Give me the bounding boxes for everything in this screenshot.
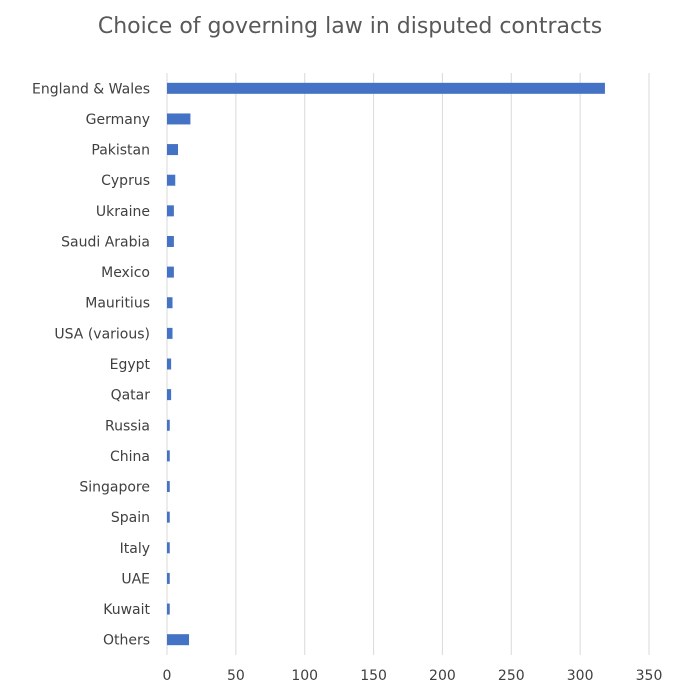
- category-labels: England & Wales Germany Pakistan Cyprus Ukra…: [32, 81, 150, 648]
- bar: [167, 144, 179, 156]
- bar: [167, 235, 174, 247]
- bar: [167, 572, 170, 584]
- bars: [167, 82, 605, 646]
- category-label: Others: [103, 633, 150, 649]
- gridlines: [166, 73, 650, 655]
- category-label: Germany: [86, 112, 150, 128]
- bar: [167, 542, 170, 554]
- x-tick-label: 200: [429, 668, 456, 684]
- category-label: Singapore: [79, 480, 150, 496]
- x-tick-label: 350: [636, 668, 663, 684]
- bar: [167, 266, 174, 278]
- bar: [167, 419, 170, 431]
- category-label: Kuwait: [103, 602, 150, 618]
- category-label: UAE: [121, 571, 150, 587]
- category-label: Russia: [105, 418, 150, 434]
- category-label: Qatar: [111, 388, 151, 404]
- x-tick-label: 250: [498, 668, 525, 684]
- bar: [167, 603, 170, 615]
- bar: [167, 358, 172, 370]
- bar: [167, 327, 173, 339]
- category-label: Egypt: [110, 357, 151, 373]
- category-label: Pakistan: [91, 143, 150, 159]
- bar: [167, 481, 170, 493]
- x-tick-label: 100: [291, 668, 318, 684]
- x-tick-label: 150: [360, 668, 387, 684]
- x-tick-labels: 0 50 100 150 200 250 300 350: [163, 668, 663, 684]
- bar: [167, 174, 176, 186]
- bar: [167, 297, 173, 309]
- x-tick-label: 50: [227, 668, 245, 684]
- category-label: Mexico: [101, 265, 150, 281]
- bar: [167, 450, 170, 462]
- category-label: Ukraine: [96, 204, 150, 220]
- category-label: Italy: [120, 541, 150, 557]
- category-label: England & Wales: [32, 81, 150, 97]
- x-tick-label: 0: [163, 668, 172, 684]
- category-label: Spain: [111, 510, 150, 526]
- category-label: Cyprus: [101, 173, 150, 189]
- category-label: Saudi Arabia: [61, 234, 150, 250]
- bar: [167, 389, 172, 401]
- bar: [167, 634, 190, 646]
- bar: [167, 82, 605, 94]
- category-label: Mauritius: [85, 296, 150, 312]
- bar: [167, 511, 170, 523]
- bar: [167, 205, 174, 217]
- bar: [167, 113, 191, 125]
- chart-title: Choice of governing law in disputed cont…: [97, 14, 603, 39]
- category-label: China: [110, 449, 150, 465]
- category-label: USA (various): [54, 326, 150, 342]
- x-tick-label: 300: [567, 668, 594, 684]
